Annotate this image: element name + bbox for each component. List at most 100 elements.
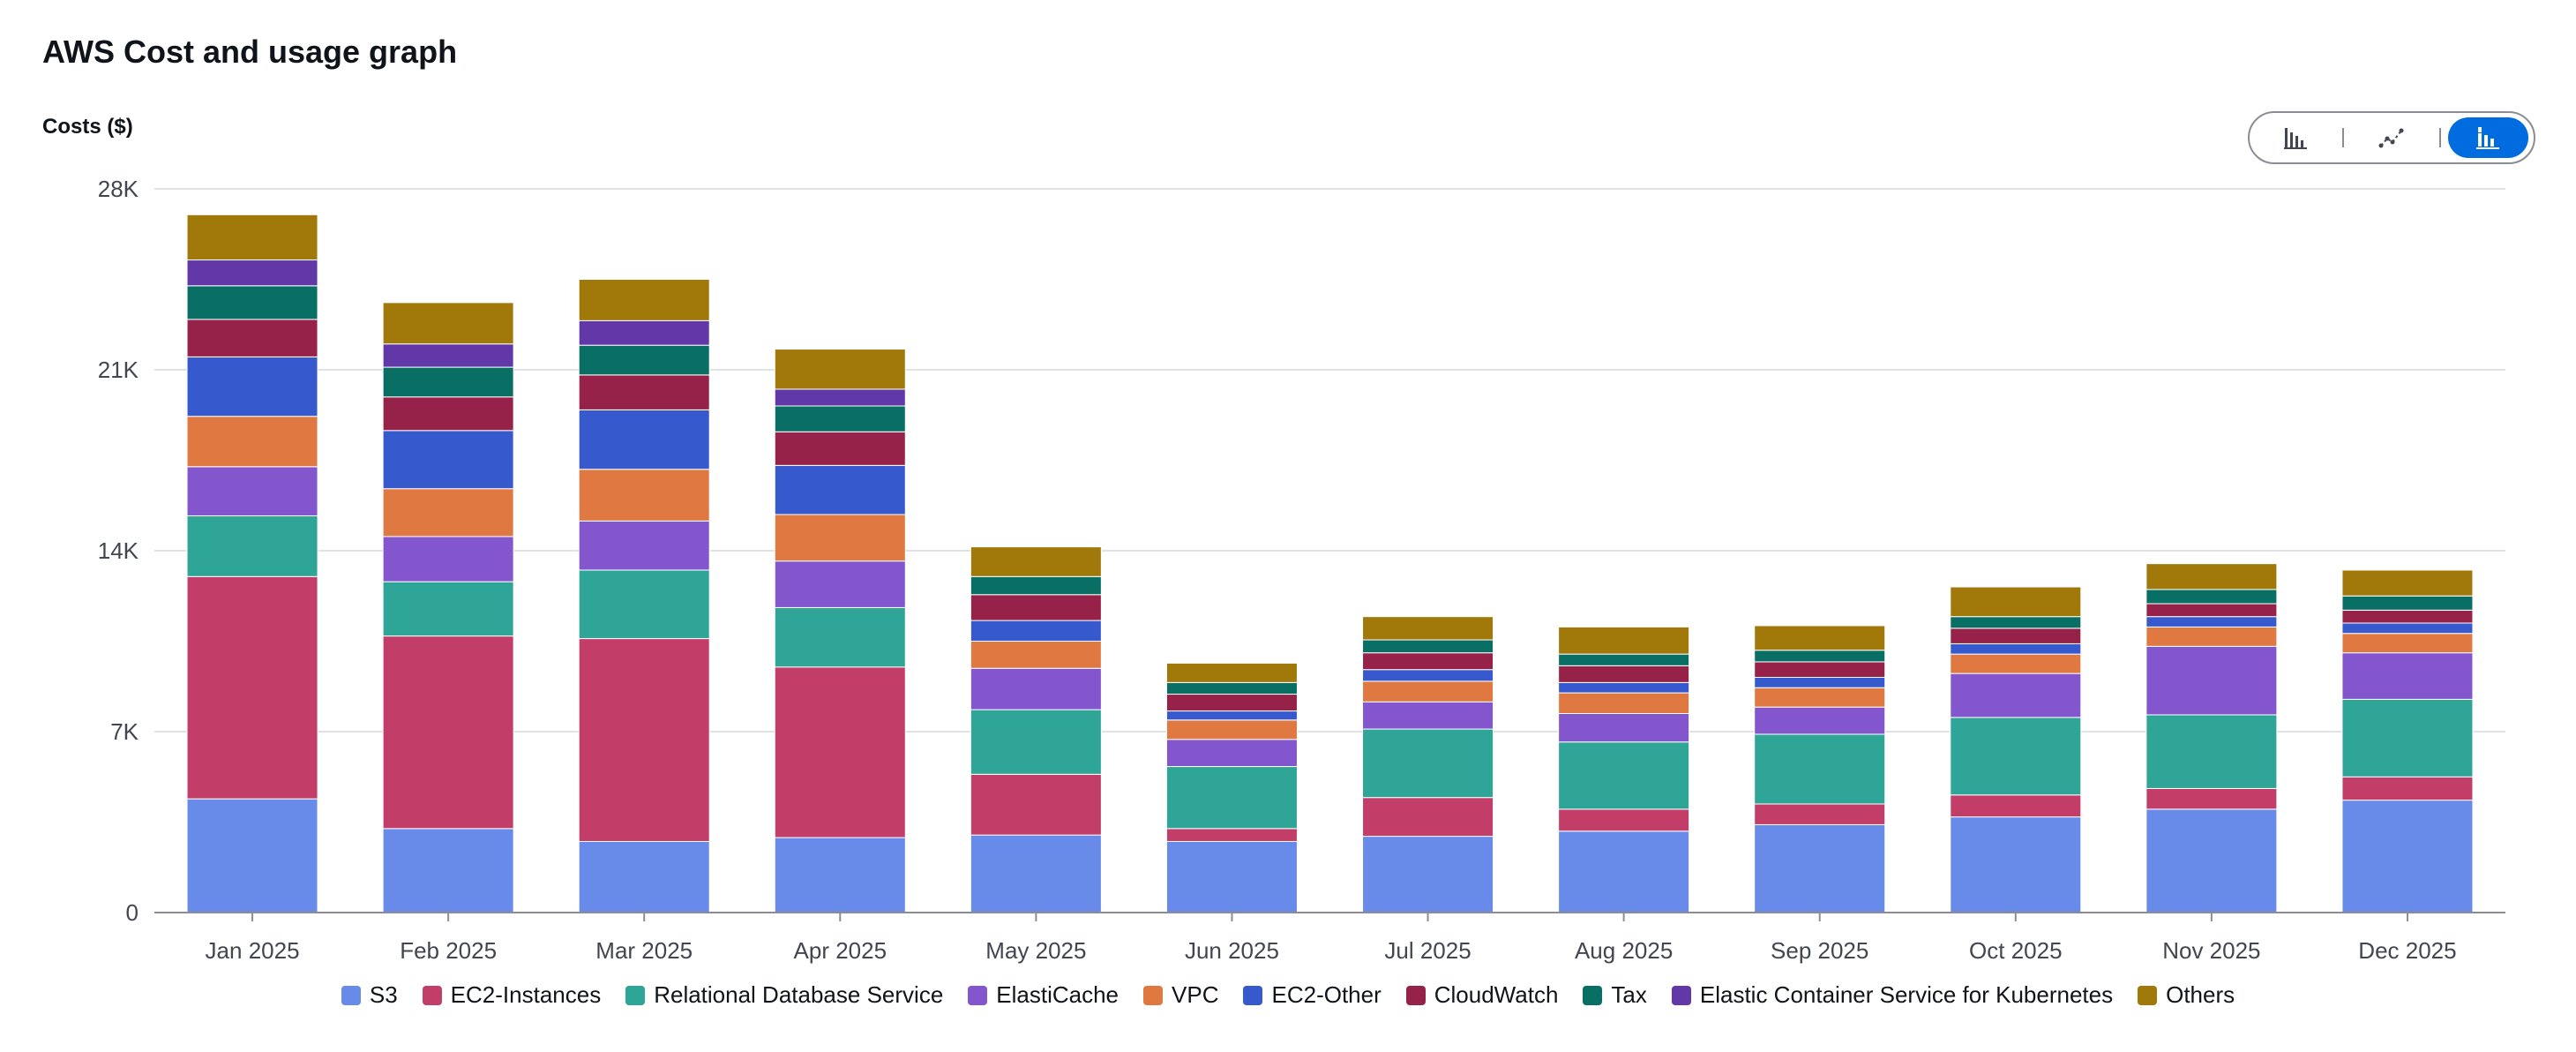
bar-segment[interactable] — [382, 366, 514, 398]
bar-segment[interactable] — [970, 546, 1102, 577]
bar-segment[interactable] — [382, 396, 514, 432]
bar-segment[interactable] — [1754, 706, 1886, 735]
bar-segment[interactable] — [2145, 603, 2278, 618]
bar-segment[interactable] — [1558, 713, 1690, 743]
bar-segment[interactable] — [1950, 816, 2082, 913]
bar-segment[interactable] — [2145, 563, 2278, 590]
bar-segment[interactable] — [382, 536, 514, 582]
legend-item[interactable]: Others — [2138, 981, 2235, 1009]
bar-segment[interactable] — [774, 837, 906, 913]
bar-segment[interactable] — [186, 259, 318, 287]
bar-segment[interactable] — [774, 405, 906, 432]
bar-segment[interactable] — [1754, 687, 1886, 708]
bar-segment[interactable] — [578, 344, 710, 376]
bar-segment[interactable] — [1754, 650, 1886, 663]
bar-segment[interactable] — [1950, 673, 2082, 718]
bar-segment[interactable] — [1165, 766, 1298, 830]
bar-segment[interactable] — [186, 356, 318, 417]
bar-segment[interactable] — [186, 515, 318, 577]
legend-item[interactable]: Relational Database Service — [625, 981, 943, 1009]
bar-segment[interactable] — [2145, 616, 2278, 627]
bar-segment[interactable] — [2341, 776, 2474, 801]
bar-segment[interactable] — [2145, 808, 2278, 913]
bar-segment[interactable] — [1950, 586, 2082, 618]
bar-segment[interactable] — [1754, 677, 1886, 688]
bar-segment[interactable] — [1558, 665, 1690, 683]
bar-segment[interactable] — [2341, 652, 2474, 700]
bar-segment[interactable] — [1950, 616, 2082, 629]
bar-segment[interactable] — [1362, 652, 1494, 671]
bar-segment[interactable] — [578, 374, 710, 410]
bar-segment[interactable] — [1950, 627, 2082, 644]
bar-segment[interactable] — [1165, 681, 1298, 695]
bar-segment[interactable] — [1362, 639, 1494, 654]
bar-segment[interactable] — [1558, 626, 1690, 655]
legend-item[interactable]: EC2-Other — [1243, 981, 1382, 1009]
bar-segment[interactable] — [1362, 701, 1494, 730]
bar-segment[interactable] — [1754, 733, 1886, 805]
bar-segment[interactable] — [1362, 680, 1494, 703]
legend-item[interactable]: Elastic Container Service for Kubernetes — [1671, 981, 2113, 1009]
bar-segment[interactable] — [774, 514, 906, 562]
bar-segment[interactable] — [578, 279, 710, 321]
bar-segment[interactable] — [1558, 692, 1690, 714]
bar-segment[interactable] — [1362, 616, 1494, 641]
line-chart-button[interactable] — [2351, 117, 2431, 158]
bar-segment[interactable] — [1165, 694, 1298, 712]
bar-segment[interactable] — [382, 635, 514, 830]
bar-segment[interactable] — [2341, 698, 2474, 778]
bar-segment[interactable] — [1165, 828, 1298, 842]
bar-segment[interactable] — [186, 416, 318, 468]
bar-segment[interactable] — [2145, 589, 2278, 605]
bar-segment[interactable] — [1950, 717, 2082, 796]
bar-segment[interactable] — [578, 319, 710, 346]
bar-segment[interactable] — [578, 569, 710, 640]
bar-segment[interactable] — [774, 606, 906, 668]
bar-segment[interactable] — [1362, 669, 1494, 682]
bar-segment[interactable] — [1754, 803, 1886, 825]
bar-segment[interactable] — [1754, 823, 1886, 913]
legend-item[interactable]: VPC — [1143, 981, 1218, 1009]
bar-segment[interactable] — [382, 828, 514, 913]
legend-item[interactable]: ElastiCache — [968, 981, 1119, 1009]
bar-segment[interactable] — [186, 319, 318, 357]
bar-segment[interactable] — [774, 388, 906, 407]
legend-item[interactable]: CloudWatch — [1405, 981, 1558, 1009]
bar-segment[interactable] — [970, 594, 1102, 621]
bar-segment[interactable] — [186, 575, 318, 800]
bar-segment[interactable] — [578, 409, 710, 470]
legend-item[interactable]: EC2-Instances — [422, 981, 601, 1009]
bar-segment[interactable] — [1165, 710, 1298, 721]
bar-segment[interactable] — [774, 560, 906, 608]
bar-segment[interactable] — [2341, 609, 2474, 624]
bar-segment[interactable] — [970, 575, 1102, 596]
bar-segment[interactable] — [970, 620, 1102, 642]
bar-segment[interactable] — [186, 285, 318, 320]
bar-segment[interactable] — [774, 349, 906, 390]
bar-segment[interactable] — [1558, 681, 1690, 694]
bar-segment[interactable] — [2145, 626, 2278, 647]
bar-segment[interactable] — [1558, 653, 1690, 666]
bar-segment[interactable] — [382, 343, 514, 368]
legend-item[interactable]: Tax — [1583, 981, 1647, 1009]
bar-segment[interactable] — [382, 581, 514, 637]
bar-segment[interactable] — [2341, 569, 2474, 597]
bar-segment[interactable] — [1950, 794, 2082, 818]
bar-segment[interactable] — [382, 302, 514, 345]
bar-segment[interactable] — [1950, 642, 2082, 655]
stacked-bar-chart-button[interactable] — [2447, 117, 2528, 158]
bar-segment[interactable] — [970, 709, 1102, 775]
bar-chart-button[interactable] — [2255, 117, 2335, 158]
bar-segment[interactable] — [1165, 739, 1298, 768]
bar-segment[interactable] — [382, 430, 514, 490]
bar-segment[interactable] — [2341, 633, 2474, 654]
bar-segment[interactable] — [186, 798, 318, 913]
bar-segment[interactable] — [970, 667, 1102, 710]
bar-segment[interactable] — [1558, 808, 1690, 832]
bar-segment[interactable] — [2145, 645, 2278, 716]
bar-segment[interactable] — [774, 431, 906, 466]
bar-segment[interactable] — [578, 520, 710, 571]
bar-segment[interactable] — [1362, 797, 1494, 838]
bar-segment[interactable] — [2341, 622, 2474, 635]
bar-segment[interactable] — [186, 466, 318, 516]
